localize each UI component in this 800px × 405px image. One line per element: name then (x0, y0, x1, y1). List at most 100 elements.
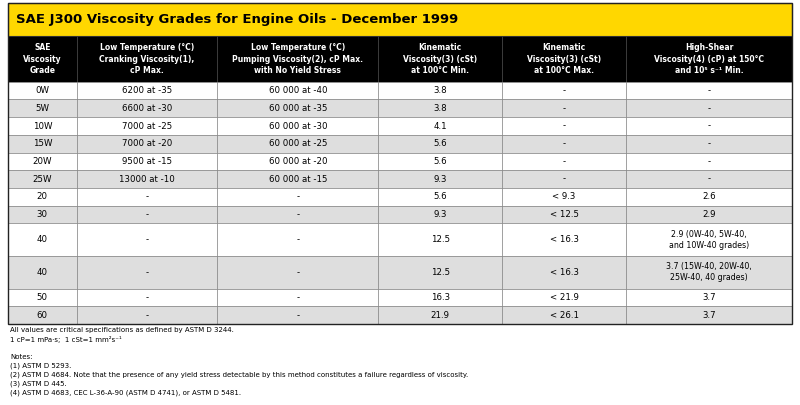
Text: 60: 60 (37, 311, 48, 320)
Bar (626, 170, 792, 188)
Text: All values are critical specifications as defined by ASTM D 3244.
1 cP=1 mPa·s; : All values are critical specifications a… (10, 327, 469, 396)
Text: SAE
Viscosity
Grade: SAE Viscosity Grade (23, 43, 62, 75)
Bar (8, 135, 77, 153)
Text: 3.7: 3.7 (702, 293, 716, 302)
Bar (8, 188, 77, 206)
Bar (626, 223, 792, 256)
Text: Kinematic
Viscosity(3) (cSt)
at 100°C Min.: Kinematic Viscosity(3) (cSt) at 100°C Mi… (403, 43, 478, 75)
Text: 60 000 at -30: 60 000 at -30 (269, 122, 327, 130)
Bar (77, 82, 218, 100)
Bar (626, 289, 792, 306)
Text: -: - (562, 86, 566, 95)
Text: 7000 at -20: 7000 at -20 (122, 139, 172, 148)
Text: -: - (707, 175, 710, 183)
Bar (218, 188, 378, 206)
Text: -: - (146, 192, 149, 201)
Text: -: - (146, 210, 149, 219)
Bar (218, 223, 378, 256)
Text: 10W: 10W (33, 122, 52, 130)
Bar (626, 153, 792, 170)
Bar (502, 82, 626, 100)
Text: -: - (707, 104, 710, 113)
Text: 5.6: 5.6 (434, 139, 447, 148)
Text: 3.7: 3.7 (702, 311, 716, 320)
Bar (8, 100, 77, 117)
Text: < 9.3: < 9.3 (553, 192, 576, 201)
Bar (77, 223, 218, 256)
Bar (8, 223, 77, 256)
Bar (8, 3, 792, 324)
Bar (77, 206, 218, 223)
Bar (502, 100, 626, 117)
Bar (626, 256, 792, 289)
Text: 60 000 at -25: 60 000 at -25 (269, 139, 327, 148)
Text: 60 000 at -35: 60 000 at -35 (269, 104, 327, 113)
Bar (626, 36, 792, 82)
Text: 60 000 at -20: 60 000 at -20 (269, 157, 327, 166)
Text: 30: 30 (37, 210, 48, 219)
Bar (378, 188, 502, 206)
Bar (218, 117, 378, 135)
Text: -: - (296, 235, 299, 244)
Bar (8, 256, 77, 289)
Bar (626, 188, 792, 206)
Text: -: - (296, 268, 299, 277)
Bar (218, 153, 378, 170)
Text: -: - (707, 139, 710, 148)
Text: < 21.9: < 21.9 (550, 293, 578, 302)
Text: 40: 40 (37, 235, 48, 244)
Text: -: - (707, 86, 710, 95)
Text: Low Temperature (°C)
Cranking Viscosity(1),
cP Max.: Low Temperature (°C) Cranking Viscosity(… (99, 43, 194, 75)
Bar (502, 117, 626, 135)
Bar (378, 256, 502, 289)
Text: 3.8: 3.8 (434, 86, 447, 95)
Text: Low Temperature (°C)
Pumping Viscosity(2), cP Max.
with No Yield Stress: Low Temperature (°C) Pumping Viscosity(2… (232, 43, 363, 75)
Bar (218, 206, 378, 223)
Text: -: - (146, 235, 149, 244)
Bar (77, 117, 218, 135)
Bar (502, 170, 626, 188)
Text: 5.6: 5.6 (434, 157, 447, 166)
Text: -: - (562, 139, 566, 148)
Text: High-Shear
Viscosity(4) (cP) at 150°C
and 10⁵ s⁻¹ Min.: High-Shear Viscosity(4) (cP) at 150°C an… (654, 43, 764, 75)
Bar (77, 36, 218, 82)
Bar (626, 82, 792, 100)
Bar (77, 188, 218, 206)
Bar (626, 100, 792, 117)
Text: -: - (707, 122, 710, 130)
Bar (502, 256, 626, 289)
Bar (77, 100, 218, 117)
Text: Kinematic
Viscosity(3) (cSt)
at 100°C Max.: Kinematic Viscosity(3) (cSt) at 100°C Ma… (527, 43, 602, 75)
Text: 7000 at -25: 7000 at -25 (122, 122, 172, 130)
Bar (378, 100, 502, 117)
Bar (378, 135, 502, 153)
Text: -: - (562, 157, 566, 166)
Text: 6200 at -35: 6200 at -35 (122, 86, 172, 95)
Text: -: - (296, 311, 299, 320)
Text: -: - (146, 293, 149, 302)
Bar (502, 188, 626, 206)
Text: 60 000 at -40: 60 000 at -40 (269, 86, 327, 95)
Bar (8, 170, 77, 188)
Text: -: - (296, 210, 299, 219)
Text: -: - (562, 104, 566, 113)
Bar (77, 170, 218, 188)
Bar (626, 117, 792, 135)
Bar (8, 153, 77, 170)
Bar (378, 289, 502, 306)
Bar (502, 306, 626, 324)
Bar (378, 223, 502, 256)
Text: < 16.3: < 16.3 (550, 268, 578, 277)
Bar (378, 36, 502, 82)
Text: 12.5: 12.5 (430, 268, 450, 277)
Bar (218, 289, 378, 306)
Bar (218, 135, 378, 153)
Bar (626, 206, 792, 223)
Bar (378, 82, 502, 100)
Text: 2.9 (0W-40, 5W-40,
and 10W-40 grades): 2.9 (0W-40, 5W-40, and 10W-40 grades) (669, 230, 749, 249)
Bar (8, 289, 77, 306)
Bar (502, 36, 626, 82)
Text: 21.9: 21.9 (430, 311, 450, 320)
Text: 16.3: 16.3 (430, 293, 450, 302)
Bar (77, 256, 218, 289)
